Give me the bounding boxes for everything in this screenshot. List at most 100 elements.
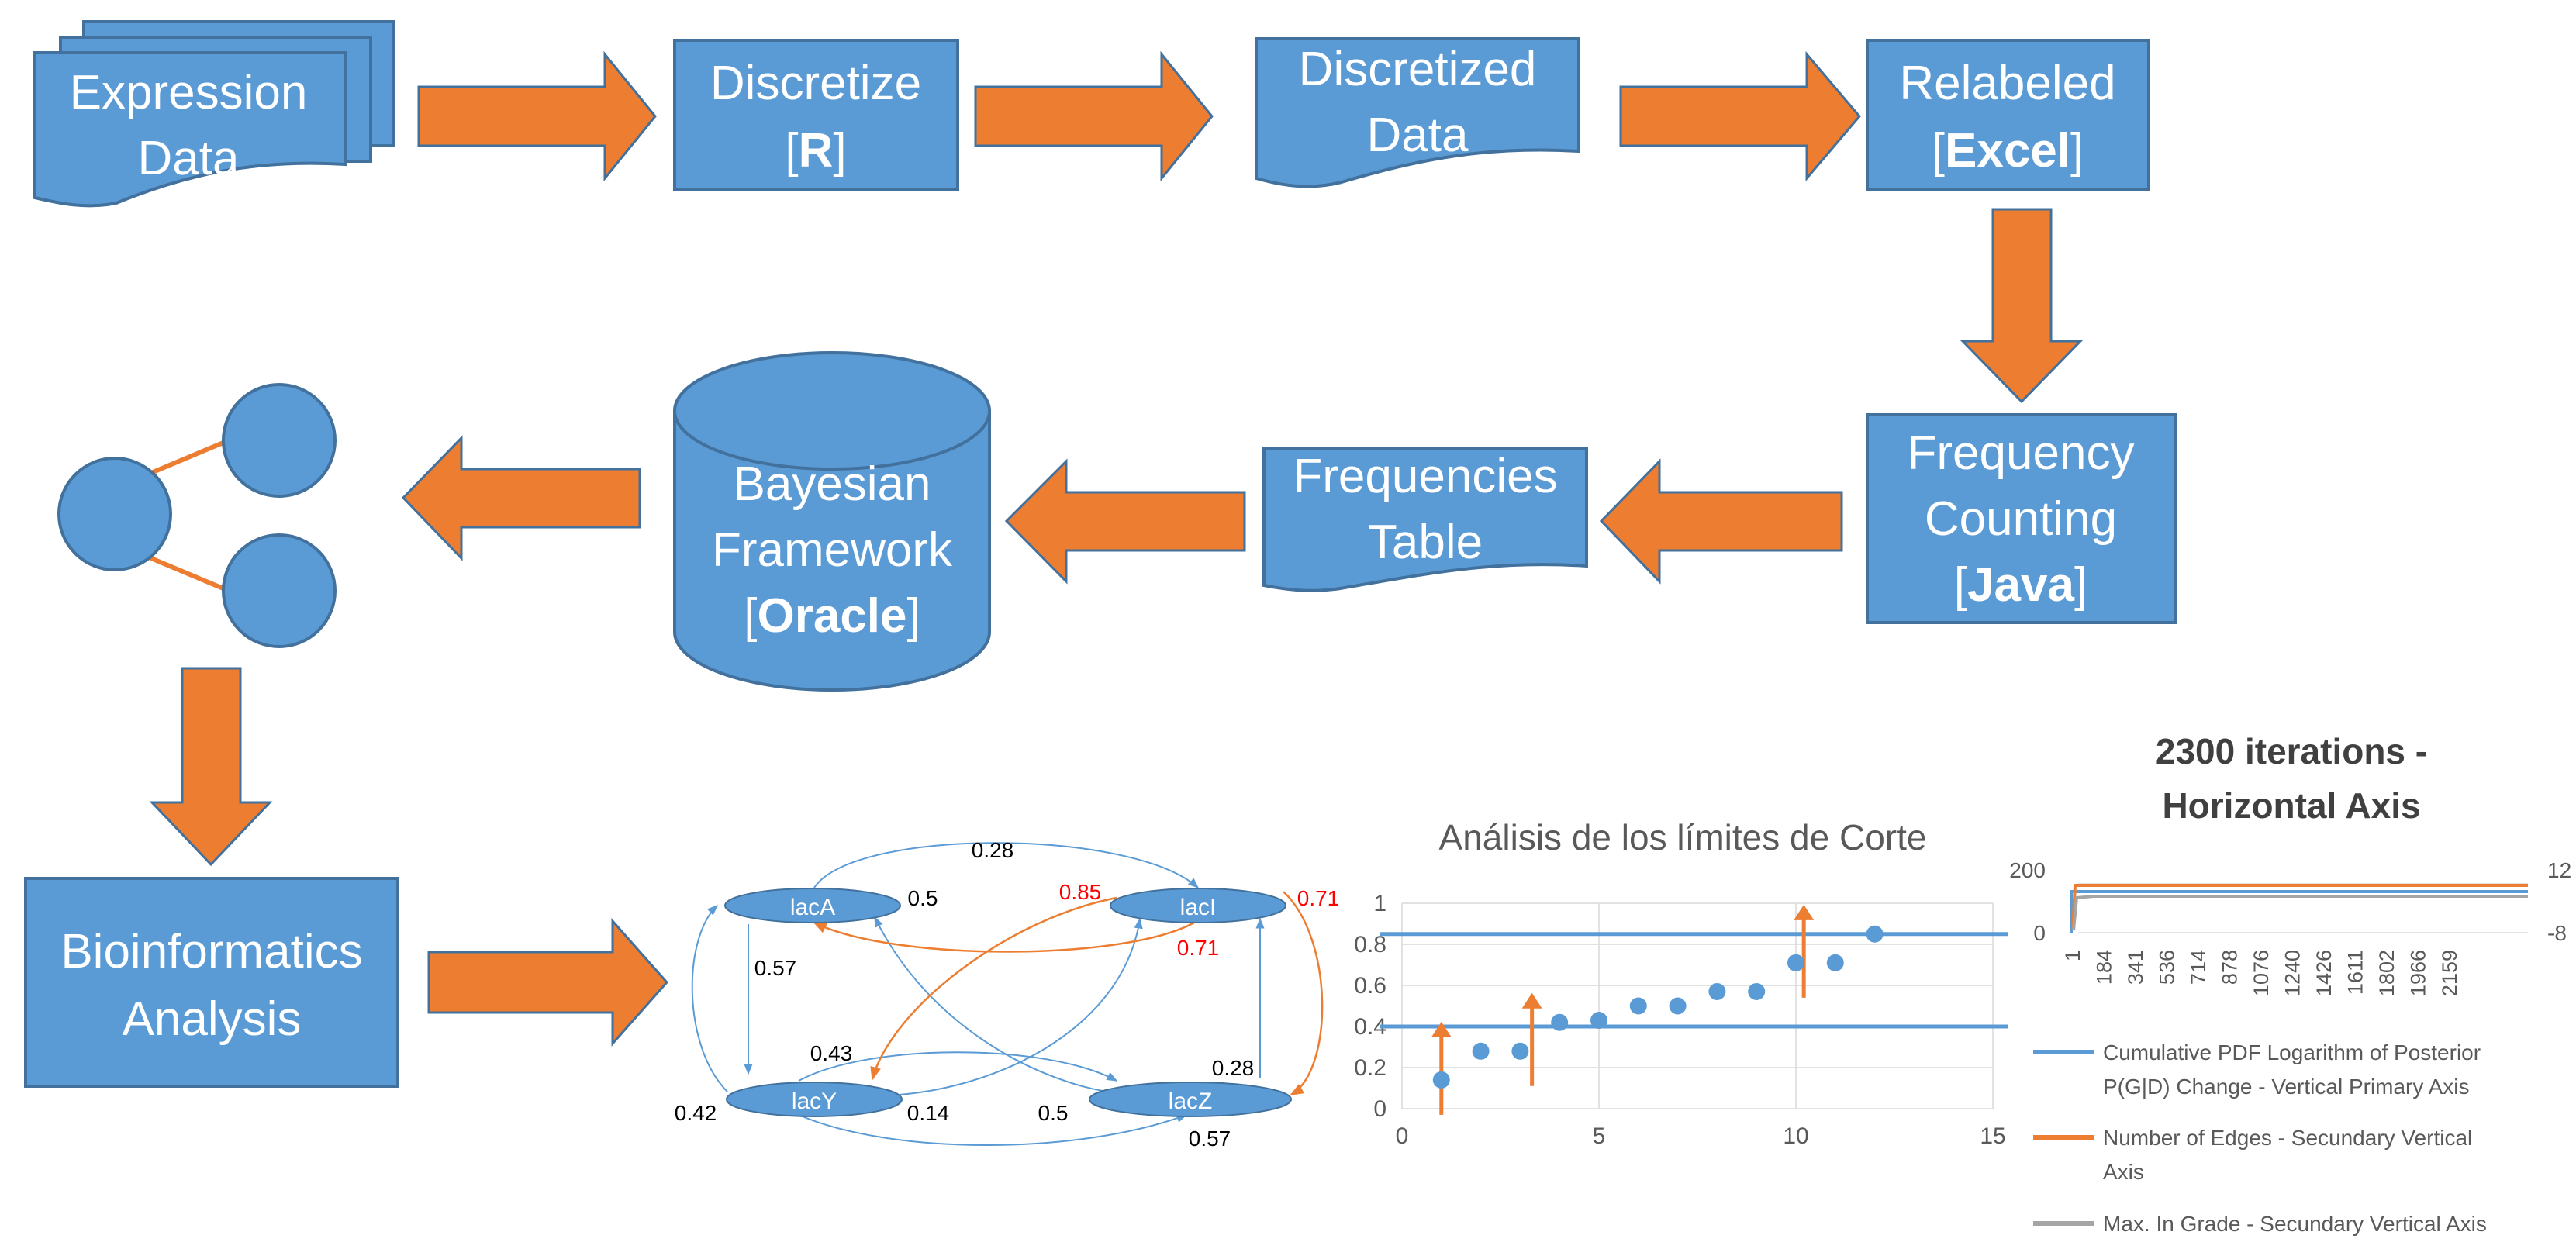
series-max-in-grade-line	[2072, 895, 2528, 931]
scatter-x-tick-label: 5	[1593, 1123, 1606, 1149]
scatter-point	[1629, 997, 1647, 1015]
scatter-y-ticks: 00.20.40.60.81	[1354, 891, 1386, 1122]
node-lacA: lacA	[790, 895, 835, 920]
edge-label-top: 0.28	[972, 838, 1014, 862]
arrow-right-4	[427, 918, 669, 1047]
legend-series2-line2: Axis	[2103, 1160, 2144, 1184]
discretized-data-box: Discretized Data	[1255, 37, 1580, 188]
iterations-x-tick-label: 2159	[2438, 950, 2461, 996]
node-lacZ: lacZ	[1169, 1089, 1213, 1114]
arrow-right-2	[974, 50, 1214, 182]
edge-label-z-left: 0.5	[1038, 1101, 1069, 1125]
series-number-of-edges-line	[2071, 884, 2528, 931]
expression-data-box: Expression Data	[33, 20, 395, 208]
scatter-y-tick-label: 0.2	[1354, 1055, 1386, 1081]
discretize-line1: Discretize	[710, 57, 921, 110]
edge-lacA-lacI-top	[813, 842, 1200, 888]
scatter-point	[1826, 954, 1844, 971]
discretize-line2: [R]	[785, 124, 846, 178]
iterations-chart-title-line2: Horizontal Axis	[2162, 785, 2420, 826]
scatter-point	[1472, 1042, 1490, 1060]
arrow-right-3	[1619, 50, 1861, 182]
scatter-y-tick-label: 0.8	[1354, 932, 1386, 957]
edge-label-z-up: 0.28	[1212, 1056, 1255, 1080]
edge-label-y-left: 0.42	[675, 1101, 717, 1125]
scatter-cut-arrow-head	[1431, 1021, 1452, 1037]
iterations-x-tick-label: 536	[2156, 950, 2179, 985]
iterations-x-tick-label: 1	[2061, 950, 2084, 961]
edge-lacI-lacY-orange	[870, 896, 1117, 1081]
edge-lacY-lacI	[899, 917, 1143, 1095]
arrow-right-1	[417, 50, 657, 182]
scatter-y-tick-label: 0	[1373, 1096, 1386, 1122]
scatter-point	[1551, 1013, 1569, 1031]
scatter-chart: Análisis de los límites de Corte 0 5 10 15 …	[1354, 817, 2008, 1149]
bioinformatics-line2: Analysis	[123, 992, 302, 1046]
arrow-left-3	[401, 435, 641, 561]
node-lacY: lacY	[792, 1089, 837, 1114]
scatter-y-tick-label: 1	[1373, 891, 1386, 916]
iterations-x-tick-label: 1240	[2281, 950, 2305, 996]
arrow-down-2	[149, 667, 273, 867]
expression-data-line1: Expression	[70, 66, 308, 119]
scatter-point	[1866, 925, 1884, 943]
scatter-point	[1748, 982, 1766, 1000]
frequency-counting-line3: [Java]	[1954, 558, 2087, 612]
edge-label-mid: 0.43	[810, 1041, 853, 1065]
iterations-x-tick-label: 1966	[2407, 950, 2430, 996]
arrow-left-2	[1004, 458, 1246, 585]
node-lacI: lacI	[1180, 895, 1217, 920]
arrow-down-1	[1960, 208, 2084, 404]
frequencies-table-box: Frequencies Table	[1262, 447, 1588, 592]
network-graph-icon	[57, 383, 337, 648]
scatter-y-tick-label: 0.6	[1354, 973, 1386, 999]
bayesian-network-diagram: lacA lacI lacY lacZ 0.28 0.5 0.85 0.71 0…	[675, 838, 1340, 1151]
y-left-tick-0: 0	[2033, 921, 2046, 945]
scatter-point	[1511, 1042, 1529, 1060]
edge-lacI-lacZ-orange	[1283, 891, 1324, 1096]
iterations-x-tick-label: 1076	[2250, 950, 2273, 996]
frequencies-table-line1: Frequencies	[1293, 450, 1557, 503]
edge-lacY-lacA-left	[691, 905, 728, 1092]
scatter-point	[1432, 1071, 1450, 1089]
scatter-x-tick-label: 0	[1396, 1123, 1409, 1149]
edge-lacY-lacZ-top	[798, 1051, 1118, 1082]
arrow-left-1	[1599, 458, 1843, 585]
iterations-x-tick-label: 1426	[2312, 950, 2336, 996]
frequency-counting-box: Frequency Counting [Java]	[1866, 413, 2177, 624]
bayesian-framework-cylinder: Bayesian Framework [Oracle]	[673, 351, 991, 692]
bioinformatics-line1: Bioinformatics	[60, 925, 362, 978]
iterations-x-tick-label: 714	[2187, 950, 2210, 985]
legend-series2-line1: Number of Edges - Secundary Vertical	[2103, 1126, 2472, 1150]
edge-label-i-left: 0.85	[1059, 880, 1102, 904]
scatter-x-ticks: 0 5 10 15	[1396, 1123, 2006, 1149]
iterations-chart-title-line1: 2300 iterations -	[2156, 731, 2427, 771]
scatter-point	[1669, 997, 1687, 1015]
edge-lacA-lacZ	[874, 916, 1119, 1094]
edge-lacI-lacA-orange	[813, 921, 1195, 953]
y-left-tick-200: 200	[2009, 858, 2046, 882]
iterations-x-tick-label: 184	[2093, 950, 2116, 985]
scatter-cut-arrow-head	[1794, 904, 1815, 920]
edge-label-i-below: 0.71	[1177, 936, 1220, 960]
scatter-point	[1787, 954, 1804, 971]
discretize-box: Discretize [R]	[673, 39, 959, 191]
iterations-x-tick-label: 341	[2124, 950, 2147, 985]
legend-series1-line2: P(G|D) Change - Vertical Primary Axis	[2103, 1075, 2470, 1099]
bioinformatics-analysis-box: Bioinformatics Analysis	[24, 877, 399, 1088]
y-right-tick-neg8: -8	[2547, 921, 2567, 945]
legend-series1-line1: Cumulative PDF Logarithm of Posterior	[2103, 1040, 2481, 1064]
edge-label-y-right: 0.14	[907, 1101, 950, 1125]
legend-series3-line1: Max. In Grade - Secundary Vertical Axis	[2103, 1212, 2487, 1236]
edge-lacY-lacZ-bottom	[798, 1114, 1188, 1146]
relabeled-line2: [Excel]	[1932, 124, 2084, 178]
scatter-cut-arrow-head	[1521, 992, 1542, 1009]
relabeled-box: Relabeled [Excel]	[1866, 39, 2150, 191]
iterations-chart: 2300 iterations - Horizontal Axis 200 0 …	[2009, 731, 2571, 1236]
expression-data-line2: Data	[138, 132, 240, 185]
frequency-counting-line1: Frequency	[1908, 426, 2135, 480]
edge-label-z-below: 0.57	[1189, 1127, 1231, 1151]
iterations-x-ticks: 1 184 341 536 714 878 1076 1240 1426 1611 1802 1966…	[2061, 950, 2461, 996]
scatter-points	[1432, 925, 1884, 1089]
discretized-data-line2: Data	[1367, 109, 1469, 162]
